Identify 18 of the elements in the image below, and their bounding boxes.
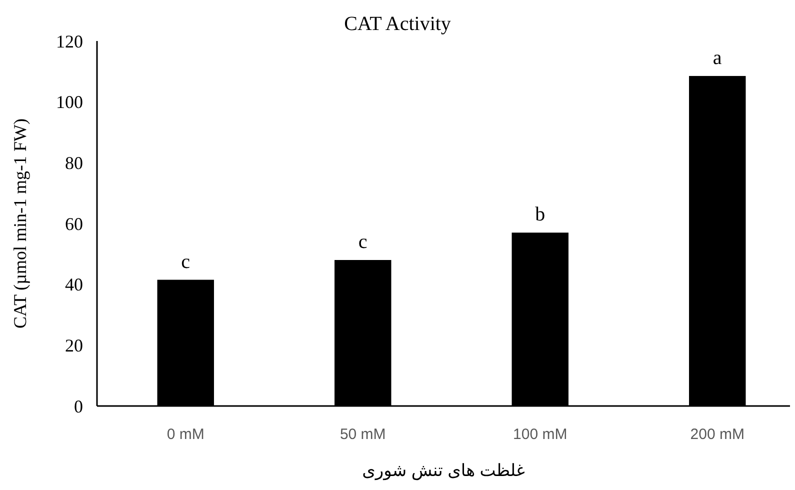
y-tick-label: 60 — [65, 214, 83, 234]
x-tick-label: 50 mM — [340, 426, 386, 443]
annotation: c — [358, 231, 368, 253]
y-tick-label: 0 — [74, 396, 83, 416]
y-axis-title: CAT (µmol min-1 mg-1 FW) — [10, 118, 30, 329]
annotation: a — [712, 46, 722, 69]
annotation: b — [535, 204, 546, 226]
annotation: c — [181, 250, 190, 273]
y-tick-label: 20 — [65, 335, 83, 356]
x-tick-label: 100 mM — [513, 426, 568, 443]
x-tick-label: 0 mM — [166, 426, 204, 443]
x-tick-label: 200 mM — [690, 426, 744, 443]
y-tick-label: 80 — [65, 152, 83, 173]
y-tick-label: 120 — [56, 31, 83, 52]
y-tick-label: 100 — [56, 92, 83, 112]
chart-title: CAT Activity — [344, 13, 451, 35]
x-axis-title: غلظت های تنش شوری — [362, 461, 526, 481]
y-tick-label: 40 — [65, 274, 83, 295]
